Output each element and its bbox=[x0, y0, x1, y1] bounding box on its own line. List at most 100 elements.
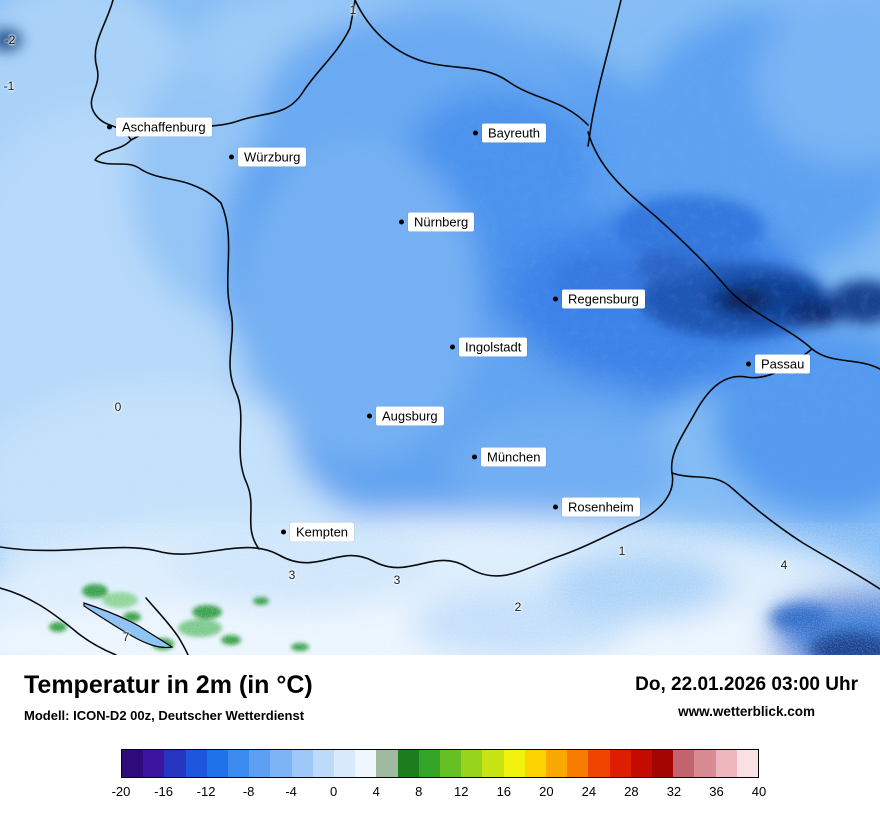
city-label: Passau bbox=[755, 354, 811, 374]
legend-tick-label: -4 bbox=[285, 784, 297, 799]
city-label: Regensburg bbox=[562, 289, 645, 309]
city-dot bbox=[107, 124, 112, 130]
city-label: Bayreuth bbox=[482, 123, 547, 143]
legend-tick-label: 28 bbox=[624, 784, 639, 799]
contour-value-label: -1 bbox=[3, 79, 15, 93]
city-marker: Ingolstadt bbox=[450, 337, 528, 357]
lake-constance bbox=[83, 602, 174, 649]
model-info: Modell: ICON-D2 00z, Deutscher Wetterdie… bbox=[24, 708, 305, 723]
legend-tick-label: 12 bbox=[454, 784, 469, 799]
city-label: Nürnberg bbox=[408, 212, 475, 232]
legend-color-segment bbox=[630, 750, 653, 777]
legend-color-segment bbox=[482, 750, 504, 777]
legend-color-segment bbox=[524, 750, 547, 777]
field-noise-overall bbox=[0, 0, 880, 655]
legend-color-segment bbox=[673, 750, 695, 777]
legend-color-segment bbox=[249, 750, 271, 777]
legend-color-segment bbox=[694, 750, 716, 777]
city-marker: Nürnberg bbox=[399, 212, 475, 232]
legend-tick-label: 8 bbox=[415, 784, 423, 799]
contour-value-label: 0 bbox=[114, 400, 122, 414]
city-dot bbox=[553, 504, 558, 510]
contour-value-label: 2 bbox=[514, 600, 522, 614]
legend-color-segment bbox=[122, 750, 144, 777]
legend-color-segment bbox=[355, 750, 377, 777]
legend-color-bar bbox=[121, 749, 759, 778]
legend-color-segment bbox=[164, 750, 186, 777]
city-label: Kempten bbox=[290, 522, 355, 542]
legend-color-segment bbox=[588, 750, 610, 777]
city-marker: Rosenheim bbox=[553, 497, 640, 517]
contour-value-label: 1 bbox=[618, 544, 626, 558]
legend-color-segment bbox=[312, 750, 335, 777]
legend-color-segment bbox=[609, 750, 631, 777]
city-dot bbox=[472, 454, 477, 460]
legend-tick-label: 36 bbox=[709, 784, 724, 799]
contour-value-label: 4 bbox=[780, 558, 788, 572]
legend-tick-label: -20 bbox=[111, 784, 131, 799]
legend-color-segment bbox=[143, 750, 165, 777]
city-label: München bbox=[481, 447, 547, 467]
legend-color-segment bbox=[270, 750, 292, 777]
legend-tick-label: 32 bbox=[666, 784, 682, 799]
forecast-datetime: Do, 22.01.2026 03:00 Uhr bbox=[635, 674, 858, 695]
legend-color-segment bbox=[567, 750, 589, 777]
header-row: Temperatur in 2m (in °C) Modell: ICON-D2… bbox=[0, 655, 880, 723]
city-label: Ingolstadt bbox=[459, 337, 528, 357]
legend-tick-label: 0 bbox=[330, 784, 338, 799]
city-dot bbox=[367, 413, 372, 419]
legend-color-segment bbox=[397, 750, 419, 777]
temperature-field-svg bbox=[0, 0, 880, 655]
legend-tick-label: 20 bbox=[539, 784, 554, 799]
city-dot bbox=[229, 154, 234, 160]
city-dot bbox=[553, 296, 558, 302]
contour-value-label: 3 bbox=[393, 573, 401, 587]
legend-color-segment bbox=[440, 750, 462, 777]
info-panel: Temperatur in 2m (in °C) Modell: ICON-D2… bbox=[0, 655, 880, 830]
legend-tick-label: 40 bbox=[751, 784, 767, 799]
city-dot bbox=[473, 130, 478, 136]
city-dot bbox=[746, 361, 751, 367]
legend-tick-labels: -20 -16 -12 -8 -4 0 4 8 12 16 20 24 28 32 36 40 bbox=[112, 782, 767, 800]
legend-color-segment bbox=[546, 750, 568, 777]
legend-tick-label: -12 bbox=[196, 784, 216, 799]
legend-color-segment bbox=[736, 750, 759, 777]
city-marker: Kempten bbox=[281, 522, 355, 542]
legend-tick-label: -16 bbox=[154, 784, 173, 799]
city-marker: Regensburg bbox=[553, 289, 645, 309]
legend-color-segment bbox=[652, 750, 674, 777]
city-label: Würzburg bbox=[238, 147, 307, 167]
city-marker: München bbox=[472, 447, 547, 467]
city-label: Rosenheim bbox=[562, 497, 640, 517]
legend-color-segment bbox=[185, 750, 207, 777]
legend-color-segment bbox=[503, 750, 525, 777]
legend-color-segment bbox=[334, 750, 356, 777]
legend-tick-label: 4 bbox=[372, 784, 380, 799]
legend-tick-label: -8 bbox=[242, 784, 255, 799]
temperature-legend: -20 -16 -12 -8 -4 0 4 8 12 16 20 24 28 32 36 40 bbox=[0, 749, 880, 800]
city-marker: Bayreuth bbox=[473, 123, 547, 143]
temperature-map: -2 -1 1 0 3 3 2 1 4 7 Aschaffenburg Würzburg Bayreu… bbox=[0, 0, 880, 655]
contour-value-label: 1 bbox=[349, 3, 357, 17]
city-dot bbox=[450, 344, 455, 350]
city-dot bbox=[281, 529, 286, 535]
city-marker: Passau bbox=[746, 354, 811, 374]
contour-value-label: 3 bbox=[288, 568, 296, 582]
legend-color-segment bbox=[206, 750, 229, 777]
city-marker: Augsburg bbox=[367, 406, 444, 426]
legend-color-segment bbox=[461, 750, 483, 777]
contour-value-label: -2 bbox=[4, 33, 16, 47]
state-borders bbox=[0, 0, 880, 655]
legend-color-segment bbox=[418, 750, 441, 777]
legend-color-segment bbox=[228, 750, 250, 777]
city-label: Aschaffenburg bbox=[116, 117, 212, 137]
city-dot bbox=[399, 219, 404, 225]
website-url: www.wetterblick.com bbox=[678, 704, 815, 719]
legend-color-segment bbox=[715, 750, 737, 777]
city-marker: Würzburg bbox=[229, 147, 307, 167]
legend-tick-label: 16 bbox=[496, 784, 512, 799]
city-label: Augsburg bbox=[376, 406, 444, 426]
title-block: Temperatur in 2m (in °C) Modell: ICON-D2… bbox=[24, 671, 313, 723]
contour-value-label: 7 bbox=[122, 630, 130, 644]
